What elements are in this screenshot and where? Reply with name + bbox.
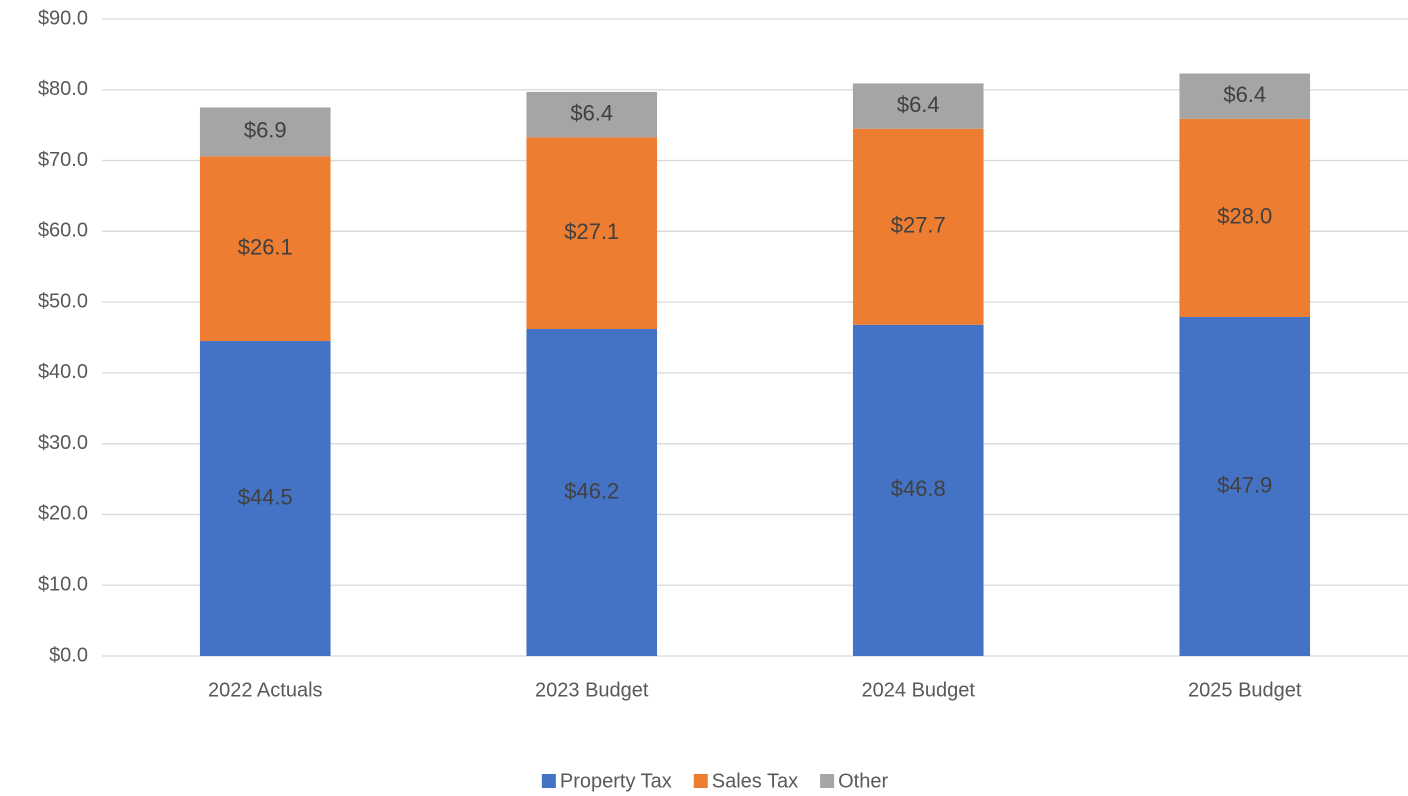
bar-segment	[1179, 73, 1311, 119]
legend-label: Other	[838, 770, 888, 792]
data-label: $6.4	[897, 92, 940, 117]
y-tick-label: $70.0	[38, 149, 88, 171]
legend-swatch	[541, 774, 556, 788]
data-label: $27.7	[891, 213, 946, 238]
bar-segment	[852, 324, 984, 656]
data-label: $26.1	[238, 234, 293, 259]
y-tick-label: $80.0	[38, 78, 88, 100]
bar-segment	[199, 107, 331, 157]
data-label: $47.9	[1217, 472, 1272, 497]
bar-segment	[1179, 118, 1311, 317]
y-tick-label: $10.0	[38, 574, 88, 596]
y-tick-label: $90.0	[38, 7, 88, 29]
bar-segment	[526, 91, 658, 138]
data-label: $6.4	[570, 100, 613, 125]
bar-segment	[199, 156, 331, 342]
y-tick-label: $60.0	[38, 220, 88, 242]
bar-segment	[526, 329, 658, 656]
bar-segment	[199, 341, 331, 656]
x-tick-label: 2022 Actuals	[208, 679, 323, 701]
data-label: $27.1	[564, 219, 619, 244]
data-label: $6.9	[244, 118, 287, 143]
y-tick-label: $20.0	[38, 503, 88, 525]
bar-segment	[1179, 316, 1311, 656]
bar-segment	[852, 83, 984, 129]
data-label: $28.0	[1217, 204, 1272, 229]
y-tick-label: $0.0	[49, 644, 88, 666]
data-label: $46.8	[891, 476, 946, 501]
data-label: $46.2	[564, 478, 619, 503]
x-tick-label: 2025 Budget	[1188, 679, 1302, 701]
legend-label: Property Tax	[560, 770, 672, 792]
bar-segment	[526, 137, 658, 330]
legend-label: Sales Tax	[712, 770, 798, 792]
y-tick-label: $50.0	[38, 290, 88, 312]
x-tick-label: 2023 Budget	[535, 679, 649, 701]
y-tick-label: $40.0	[38, 361, 88, 383]
legend: Property Tax Sales Tax Other	[541, 770, 888, 792]
data-label: $44.5	[238, 484, 293, 509]
legend-swatch	[693, 774, 708, 788]
bar-segment	[852, 128, 984, 325]
data-label: $6.4	[1223, 82, 1266, 107]
x-tick-label: 2024 Budget	[862, 679, 976, 701]
legend-swatch	[820, 774, 835, 788]
y-tick-label: $30.0	[38, 432, 88, 454]
